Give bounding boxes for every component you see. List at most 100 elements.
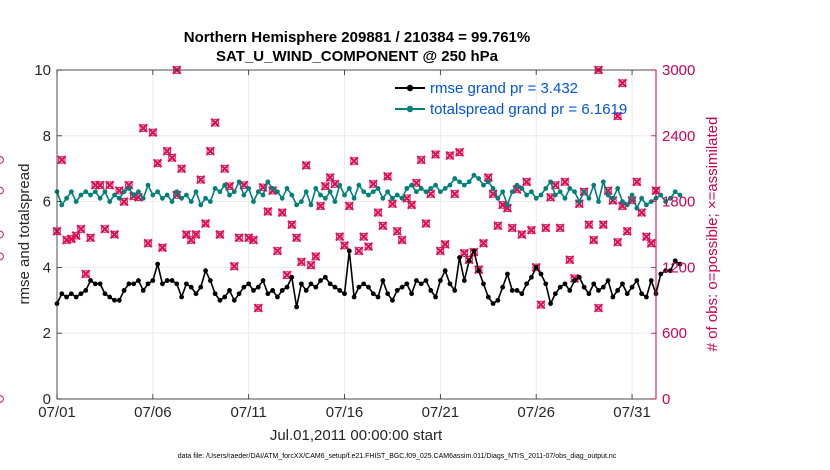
- y2-axis-label: # of obs: o=possible; ×=assimilated: [704, 117, 721, 352]
- obs-assimilated-marker: [440, 240, 450, 249]
- series-point-rmse: [78, 291, 84, 297]
- series-point-rmse: [471, 248, 477, 254]
- obs-point: [220, 164, 230, 173]
- obs-possible-marker: [120, 197, 128, 206]
- series-point-spread: [677, 192, 683, 198]
- series-point-rmse: [246, 281, 252, 287]
- obs-assimilated-marker: [287, 220, 297, 229]
- series-point-spread: [538, 192, 544, 198]
- obs-point: [507, 223, 517, 233]
- obs-assimilated-marker: [153, 158, 162, 168]
- obs-point: [76, 224, 86, 234]
- series-point-rmse: [217, 297, 223, 303]
- obs-point: [378, 221, 388, 231]
- obs-assimilated-marker: [76, 224, 86, 234]
- series-point-spread: [576, 199, 582, 205]
- obs-assimilated-marker: [598, 220, 608, 229]
- obs-assimilated-marker: [493, 221, 503, 231]
- series-point-rmse: [442, 268, 448, 274]
- series-point-spread: [121, 189, 127, 195]
- obs-assimilated-marker: [249, 235, 258, 245]
- obs-assimilated-marker: [388, 199, 397, 209]
- series-point-rmse: [500, 284, 506, 290]
- series-point-spread: [476, 176, 482, 181]
- obs-assimilated-marker: [622, 226, 632, 236]
- obs-point: [522, 177, 531, 187]
- series-point-rmse: [289, 274, 295, 280]
- obs-possible-marker: [517, 230, 526, 239]
- obs-possible-marker: [446, 151, 454, 160]
- obs-point: [81, 269, 91, 279]
- obs-point: [541, 223, 551, 233]
- series-point-rmse: [552, 291, 558, 297]
- obs-possible-marker: [263, 207, 272, 216]
- series-point-spread: [399, 195, 405, 201]
- series-point-spread: [212, 186, 218, 191]
- legend-rmse-label: rmse grand pr = 3.432: [430, 80, 578, 97]
- y-tick-label: 0: [43, 391, 51, 408]
- axes: 07/01 07/06 07/11 07/16 07/21 07/26 07/31 0 2 4 6 8…: [34, 62, 695, 421]
- series-point-spread: [428, 186, 434, 191]
- obs-point: [0, 253, 3, 261]
- series-point-rmse: [179, 294, 184, 300]
- obs-point: [138, 123, 148, 133]
- obs-possible-marker: [326, 173, 335, 182]
- obs-assimilated-marker: [416, 155, 426, 165]
- series-point-spread: [452, 176, 458, 181]
- obs-point: [167, 153, 177, 163]
- series-point-spread: [529, 189, 534, 195]
- series-point-spread: [97, 195, 103, 201]
- obs-possible-marker: [345, 202, 354, 210]
- obs-assimilated-marker: [507, 223, 517, 233]
- obs-assimilated-marker: [642, 232, 651, 241]
- series-point-spread: [318, 192, 323, 198]
- obs-possible-marker: [139, 124, 148, 133]
- series-point-spread: [275, 189, 280, 195]
- obs-assimilated-marker: [234, 233, 244, 243]
- obs-assimilated-marker: [392, 226, 402, 236]
- series-point-spread: [356, 182, 362, 188]
- series-point-spread: [423, 189, 429, 195]
- series-point-spread: [658, 192, 664, 198]
- obs-possible-marker: [230, 262, 239, 271]
- obs-possible-marker: [364, 242, 373, 251]
- series-point-rmse: [385, 291, 391, 297]
- series-point-rmse: [188, 284, 194, 290]
- series-point-rmse: [265, 291, 271, 297]
- series-point-spread: [629, 192, 635, 198]
- series-point-spread: [342, 192, 347, 198]
- series-point-rmse: [524, 281, 530, 287]
- obs-possible-marker: [508, 224, 517, 232]
- series-point-rmse: [251, 288, 256, 293]
- series-point-rmse: [509, 288, 515, 293]
- series-point-spread: [361, 189, 367, 195]
- obs-possible-marker: [283, 271, 291, 279]
- y2-tick-label: 0: [662, 391, 670, 408]
- series-point-rmse: [394, 288, 400, 293]
- series-point-spread: [116, 195, 122, 201]
- series-point-spread: [481, 182, 486, 188]
- obs-possible-marker: [0, 395, 4, 403]
- obs-point: [292, 233, 301, 243]
- obs-possible-marker: [354, 247, 363, 255]
- obs-point: [359, 232, 368, 241]
- obs-point: [206, 146, 215, 156]
- series-point-rmse: [121, 288, 127, 293]
- series-point-spread: [59, 202, 65, 208]
- obs-possible-marker: [311, 252, 320, 261]
- obs-point: [230, 262, 239, 271]
- obs-assimilated-marker: [316, 201, 325, 211]
- y-tick-label: 2: [43, 325, 51, 342]
- series-point-spread: [337, 182, 343, 188]
- obs-assimilated-marker: [138, 123, 148, 133]
- series-point-rmse: [610, 294, 616, 300]
- obs-assimilated-marker: [301, 161, 311, 170]
- series-point-spread: [188, 199, 194, 205]
- series-point-spread: [92, 189, 98, 195]
- series-point-spread: [169, 199, 175, 205]
- series-point-spread: [83, 189, 89, 195]
- series-point-rmse: [466, 258, 472, 264]
- series-point-spread: [322, 195, 328, 201]
- series-point-spread: [64, 195, 69, 201]
- obs-possible-marker: [527, 226, 536, 235]
